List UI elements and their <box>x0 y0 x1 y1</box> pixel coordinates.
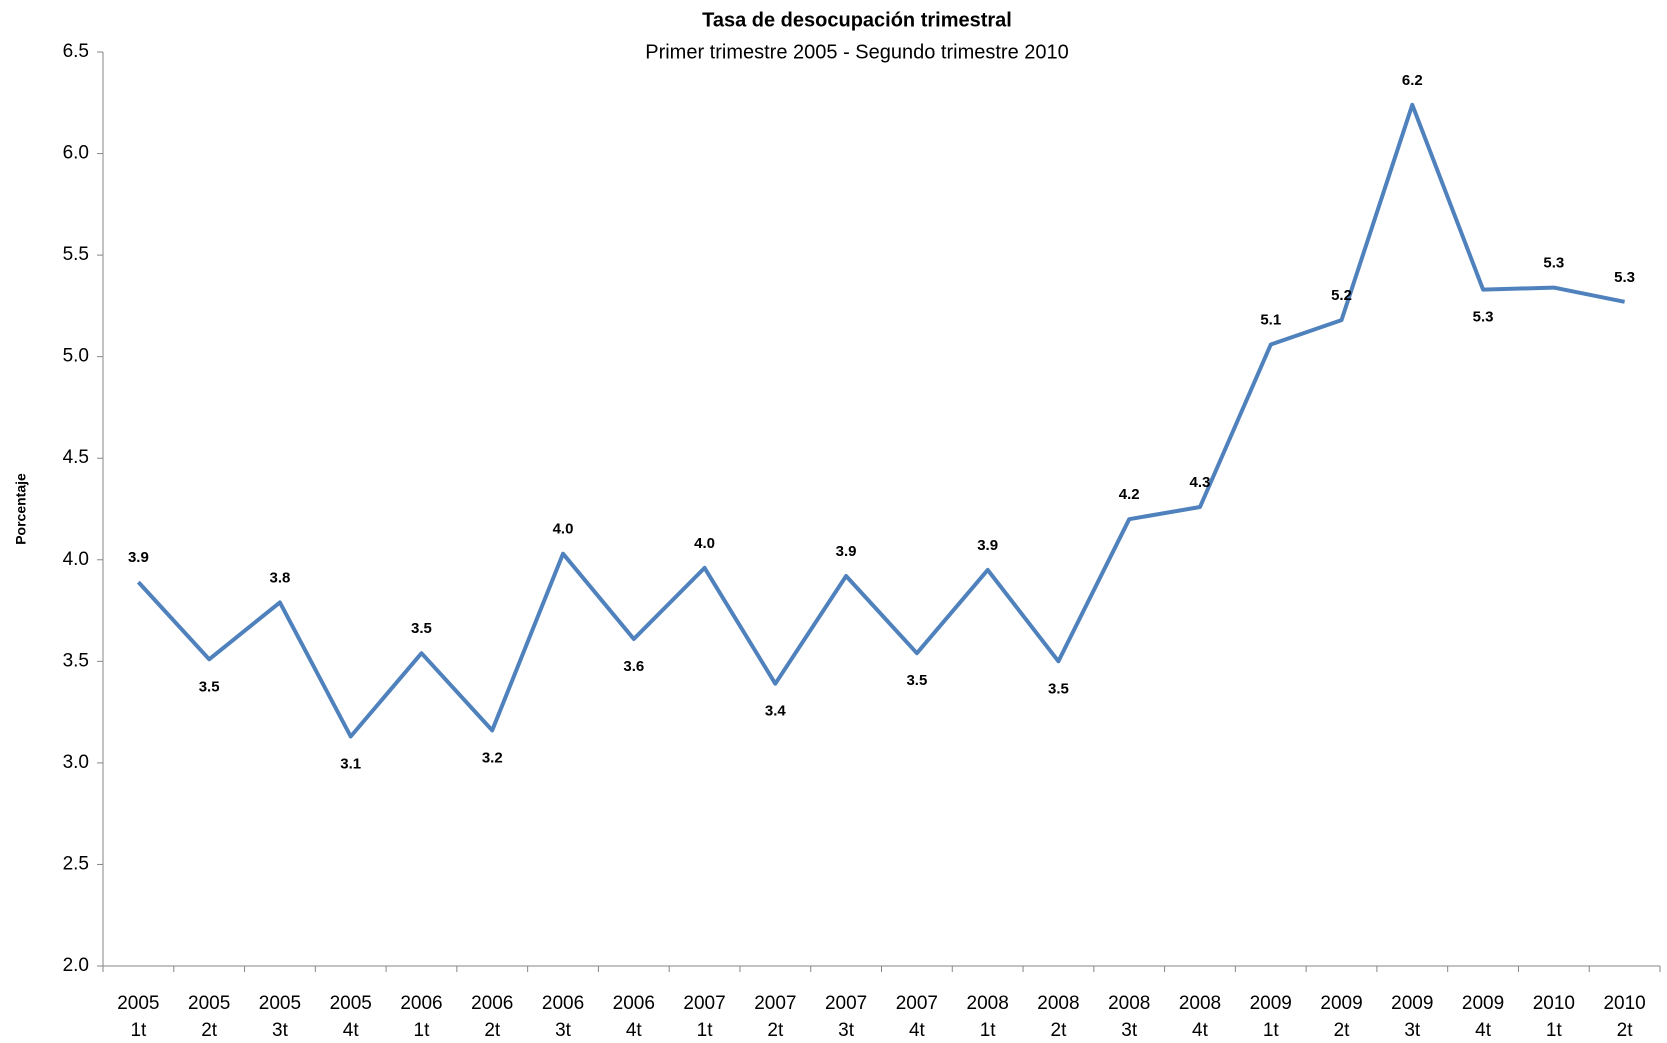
x-tick-label: 2005 <box>330 993 372 1014</box>
x-tick-label: 1t <box>130 1020 147 1041</box>
data-label: 4.0 <box>694 535 715 552</box>
y-axis-label: Porcentaje <box>13 473 29 545</box>
y-tick-label: 4.0 <box>63 549 89 570</box>
data-label: 5.3 <box>1473 309 1494 326</box>
data-label: 5.2 <box>1331 287 1352 304</box>
x-tick-label: 3t <box>1121 1020 1138 1041</box>
data-label: 3.2 <box>482 749 503 766</box>
x-tick-label: 2t <box>1334 1020 1351 1041</box>
x-tick-label: 2008 <box>1108 993 1150 1014</box>
data-label: 5.3 <box>1614 269 1635 286</box>
data-label: 3.9 <box>128 549 149 566</box>
x-tick-label: 2t <box>1617 1020 1634 1041</box>
x-tick-label: 1t <box>697 1020 714 1041</box>
x-tick-label: 4t <box>343 1020 360 1041</box>
y-tick-label: 6.5 <box>63 41 89 62</box>
line <box>136 102 1625 739</box>
y-tick-label: 5.5 <box>63 244 89 265</box>
data-label: 4.3 <box>1190 474 1211 491</box>
data-label: 5.1 <box>1260 311 1281 328</box>
x-tick-label: 4t <box>626 1020 643 1041</box>
data-label: 3.5 <box>199 678 220 695</box>
x-tick-label: 2t <box>201 1020 218 1041</box>
y-tick-label: 3.0 <box>63 752 89 773</box>
x-tick-label: 2006 <box>613 993 655 1014</box>
y-tick-label: 2.5 <box>63 853 89 874</box>
x-tick-label: 3t <box>555 1020 572 1041</box>
x-tick-label: 2006 <box>471 993 513 1014</box>
x-tick-label: 2t <box>767 1020 784 1041</box>
x-tick-label: 3t <box>1404 1020 1421 1041</box>
data-label: 6.2 <box>1402 72 1423 89</box>
x-tick-label: 2007 <box>683 993 725 1014</box>
x-tick-label: 2t <box>484 1020 501 1041</box>
x-tick-label: 1t <box>1546 1020 1563 1041</box>
data-label: 3.5 <box>411 620 432 637</box>
x-tick-label: 2005 <box>259 993 301 1014</box>
data-label: 3.8 <box>270 569 291 586</box>
x-tick-label: 2007 <box>896 993 938 1014</box>
x-tick-label: 3t <box>272 1020 289 1041</box>
data-label: 3.5 <box>906 672 927 689</box>
y-tick-label: 3.5 <box>63 650 89 671</box>
data-label: 3.1 <box>340 755 361 772</box>
x-tick-label: 2009 <box>1462 993 1504 1014</box>
x-tick-label: 2009 <box>1320 993 1362 1014</box>
x-tick-label: 4t <box>1475 1020 1492 1041</box>
chart-subtitle: Primer trimestre 2005 - Segundo trimestr… <box>645 41 1069 63</box>
x-tick-label: 2006 <box>400 993 442 1014</box>
x-tick-label: 4t <box>909 1020 926 1041</box>
data-label: 4.2 <box>1119 486 1140 503</box>
x-tick-label: 4t <box>1192 1020 1209 1041</box>
x-tick-label: 2005 <box>117 993 159 1014</box>
x-tick-label: 2005 <box>188 993 230 1014</box>
x-tick-label: 2010 <box>1603 993 1645 1014</box>
x-tick-label: 2008 <box>1179 993 1221 1014</box>
data-label: 3.9 <box>836 543 857 560</box>
x-tick-label: 2008 <box>967 993 1009 1014</box>
y-tick-label: 6.0 <box>63 143 89 164</box>
chart-title: Tasa de desocupación trimestral <box>702 9 1012 31</box>
x-tick-label: 2t <box>1051 1020 1068 1041</box>
x-tick-label: 1t <box>1263 1020 1280 1041</box>
x-tick-label: 2010 <box>1533 993 1575 1014</box>
x-tick-label: 2008 <box>1037 993 1079 1014</box>
data-label: 4.0 <box>553 521 574 538</box>
x-tick-label: 2009 <box>1250 993 1292 1014</box>
y-tick-label: 2.0 <box>63 955 89 976</box>
x-tick-label: 2009 <box>1391 993 1433 1014</box>
data-label: 3.5 <box>1048 680 1069 697</box>
x-tick-label: 1t <box>414 1020 431 1041</box>
x-tick-label: 1t <box>980 1020 997 1041</box>
y-tick-label: 4.5 <box>63 447 89 468</box>
x-tick-label: 2007 <box>754 993 796 1014</box>
x-tick-label: 3t <box>838 1020 855 1041</box>
data-label: 3.4 <box>765 703 787 720</box>
data-label: 3.6 <box>623 658 644 675</box>
y-tick-label: 5.0 <box>63 346 89 367</box>
data-label: 5.3 <box>1543 255 1564 272</box>
x-tick-label: 2006 <box>542 993 584 1014</box>
x-tick-label: 2007 <box>825 993 867 1014</box>
data-label: 3.9 <box>977 537 998 554</box>
